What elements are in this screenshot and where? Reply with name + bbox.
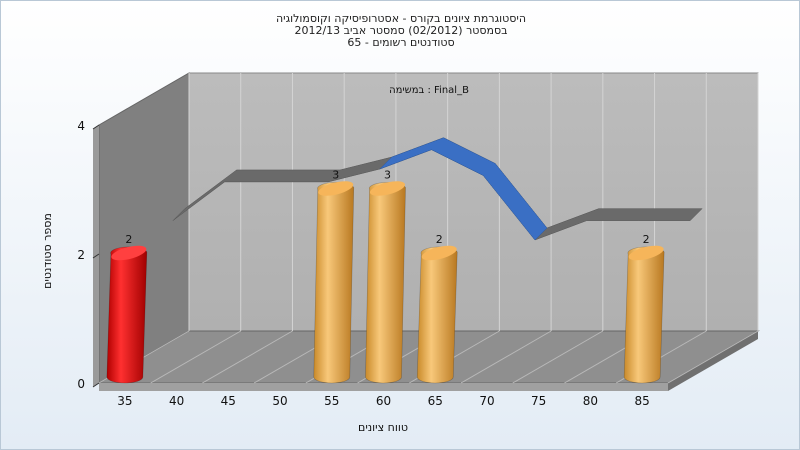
bar-cap-65 — [421, 245, 457, 261]
y-tick-label: 4 — [77, 119, 85, 133]
x-tick-label: 85 — [634, 394, 649, 408]
bar-cap-60 — [369, 181, 406, 196]
axes: 0 2 4 35 40 45 50 55 60 65 70 75 80 85 — [77, 119, 649, 408]
trend-ribbon-highlight — [379, 137, 548, 241]
bars: 2 3 3 2 2 — [106, 169, 665, 384]
bar-data-label: 3 — [384, 169, 391, 182]
x-axis-label: טווח ציונים — [358, 421, 408, 434]
chart-title: היסטוגרמת ציונים בקורס - אסטרופיסיקה וקו… — [275, 12, 527, 25]
trend-ribbon — [172, 137, 703, 241]
bar-65 — [416, 246, 458, 384]
bar-cap-35 — [111, 245, 147, 261]
y-tick-label: 0 — [77, 377, 85, 391]
grid-line-floor — [460, 330, 552, 384]
bar-data-label: 3 — [332, 169, 339, 182]
x-tick-label: 70 — [479, 394, 494, 408]
trend-ribbon-shape — [172, 137, 703, 241]
y-tick-mark — [92, 124, 100, 130]
x-tick-label: 50 — [272, 394, 287, 408]
x-tick-label: 60 — [376, 394, 391, 408]
grid-line-floor — [667, 330, 759, 384]
bar-data-label: 2 — [643, 233, 650, 246]
grid-line-floor — [512, 330, 604, 384]
chart-subtitle-semester: בסמסטר (02/2012) סמסטר אביב 2012/13 — [294, 24, 508, 37]
bar-cap-85 — [628, 245, 664, 261]
task-annotation: במשימה : Final_B — [389, 85, 469, 96]
x-tick-label: 40 — [169, 394, 184, 408]
back-wall — [188, 72, 759, 332]
grid-line-floor — [150, 330, 241, 384]
y-tick-label: 2 — [77, 248, 85, 262]
front-edge — [99, 383, 668, 391]
bar-60 — [365, 182, 406, 384]
y-axis-label: מספר סטודנטים — [41, 213, 54, 289]
bar-data-label: 2 — [436, 233, 443, 246]
x-tick-label: 55 — [324, 394, 339, 408]
x-tick-label: 35 — [117, 394, 132, 408]
bar-85 — [623, 246, 665, 384]
bar-data-label: 2 — [125, 233, 132, 246]
bar-cap-55 — [318, 181, 354, 196]
y-tick-mark — [92, 382, 100, 388]
bar-55 — [313, 182, 355, 384]
chart-subtitle-students: סטודנטים רשומים - 65 — [347, 36, 455, 49]
grid-line-floor — [202, 330, 293, 384]
x-tick-label: 80 — [583, 394, 598, 408]
x-tick-label: 65 — [428, 394, 443, 408]
y-tick-mark — [92, 253, 100, 259]
right-edge — [668, 331, 758, 391]
x-tick-label: 75 — [531, 394, 546, 408]
bar-35 — [106, 246, 148, 384]
x-tick-label: 45 — [221, 394, 236, 408]
